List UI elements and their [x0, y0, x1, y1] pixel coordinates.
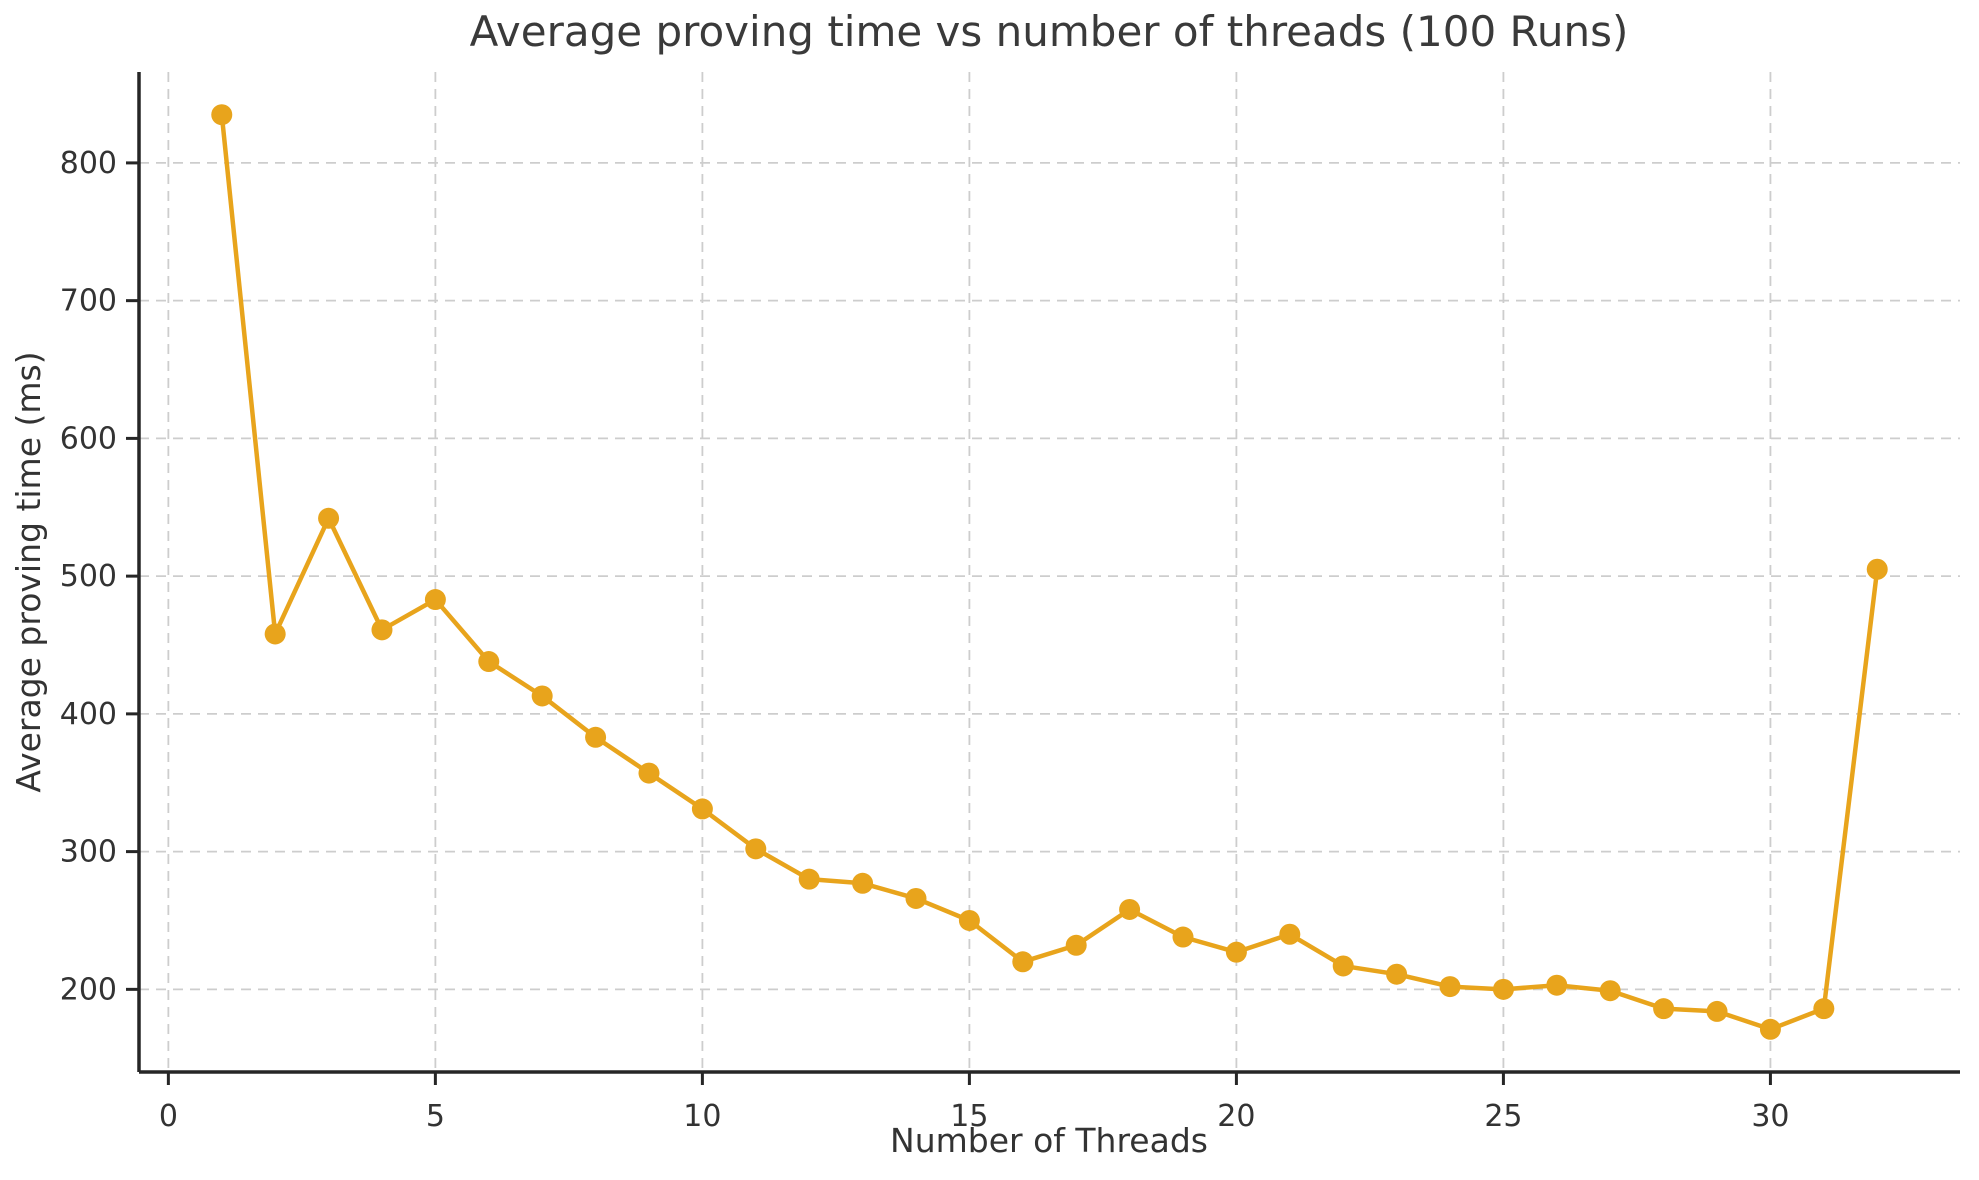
- data-point-marker: [905, 887, 927, 909]
- x-tick-label: 10: [683, 1099, 721, 1134]
- data-point-marker: [1706, 1000, 1728, 1022]
- data-point-marker: [745, 838, 767, 860]
- x-tick-label: 15: [950, 1099, 988, 1134]
- y-tick-label: 800: [60, 146, 117, 181]
- data-point-marker: [1172, 926, 1194, 948]
- x-tick-label: 20: [1217, 1099, 1255, 1134]
- y-tick-label: 200: [60, 972, 117, 1007]
- x-axis-label: Number of Threads: [890, 1121, 1208, 1160]
- data-point-marker: [1386, 963, 1408, 985]
- data-point-marker: [424, 589, 446, 611]
- data-point-marker: [264, 623, 286, 645]
- data-point-marker: [1279, 923, 1301, 945]
- data-point-marker: [585, 726, 607, 748]
- x-tick-label: 30: [1751, 1099, 1789, 1134]
- data-point-marker: [1492, 978, 1514, 1000]
- x-tick-label: 5: [426, 1099, 445, 1134]
- data-point-marker: [1332, 955, 1354, 977]
- data-point-marker: [638, 762, 660, 784]
- data-point-marker: [1546, 974, 1568, 996]
- chart-title: Average proving time vs number of thread…: [470, 7, 1629, 56]
- data-point-marker: [1813, 998, 1835, 1020]
- data-point-marker: [1439, 976, 1461, 998]
- y-tick-label: 400: [60, 697, 117, 732]
- data-point-marker: [1866, 558, 1888, 580]
- data-point-marker: [1065, 934, 1087, 956]
- data-point-marker: [1225, 941, 1247, 963]
- data-point-marker: [798, 868, 820, 890]
- data-point-marker: [958, 909, 980, 931]
- data-point-marker: [1599, 980, 1621, 1002]
- data-point-marker: [1759, 1018, 1781, 1040]
- tick-labels: 0 5 10 15 20 25 30 200 300 400 500 600 700 800: [60, 146, 1790, 1134]
- x-tick-label: 25: [1484, 1099, 1522, 1134]
- data-point-marker: [1012, 951, 1034, 973]
- series-line: [219, 112, 1880, 1032]
- data-point-marker: [691, 798, 713, 820]
- y-tick-label: 300: [60, 835, 117, 870]
- y-tick-label: 500: [60, 559, 117, 594]
- data-point-marker: [318, 507, 340, 529]
- y-tick-label: 600: [60, 421, 117, 456]
- y-tick-label: 700: [60, 284, 117, 319]
- y-axis-label: Average proving time (ms): [9, 351, 48, 792]
- data-point-marker: [1119, 898, 1141, 920]
- data-point-marker: [478, 651, 500, 673]
- series-line-and-markers: [211, 104, 1888, 1040]
- axes-spines-and-ticks: [126, 72, 1960, 1085]
- x-tick-label: 0: [159, 1099, 178, 1134]
- data-point-marker: [211, 104, 233, 126]
- gridlines: [139, 72, 1960, 1072]
- data-point-marker: [531, 685, 553, 707]
- data-point-marker: [1653, 998, 1675, 1020]
- data-point-marker: [852, 872, 874, 894]
- data-point-marker: [371, 619, 393, 641]
